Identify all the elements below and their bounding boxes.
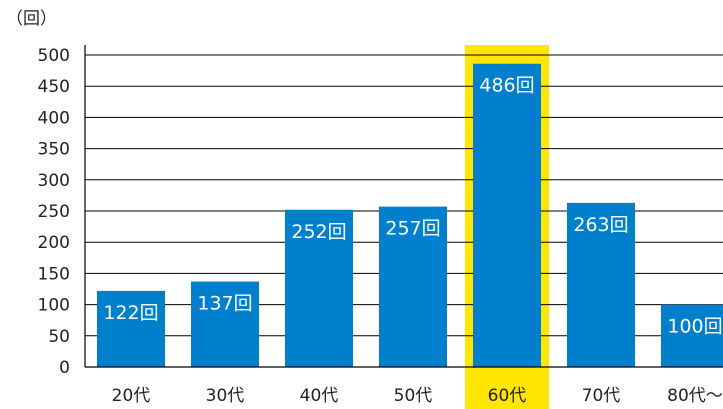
bar [97, 290, 165, 367]
x-tick-label: 20代 [112, 386, 151, 406]
data-label: 122回 [103, 302, 158, 324]
data-label: 486回 [479, 75, 534, 97]
y-tick-label: 200 [38, 233, 70, 253]
y-tick-label: 450 [38, 77, 70, 97]
x-tick-label: 60代 [488, 386, 527, 406]
data-label: 137回 [197, 293, 252, 315]
y-tick-label: 50 [48, 327, 70, 347]
y-tick-label: 400 [38, 108, 70, 128]
bar [473, 63, 541, 368]
y-axis-unit-label: （回） [6, 9, 57, 29]
x-tick-label: 70代 [582, 386, 621, 406]
data-label: 252回 [291, 221, 346, 243]
x-tick-label: 30代 [206, 386, 245, 406]
bar [285, 209, 353, 367]
y-tick-label: 0 [59, 358, 70, 378]
y-tick-label: 350 [38, 140, 70, 160]
bar [661, 304, 723, 367]
bar [567, 202, 635, 367]
y-tick-label: 300 [38, 171, 70, 191]
y-tick-label: 150 [38, 264, 70, 284]
data-label: 100回 [667, 316, 722, 338]
y-tick-label: 100 [38, 296, 70, 316]
bar [379, 206, 447, 367]
y-tick-label: 500 [38, 46, 70, 66]
data-label: 257回 [385, 218, 440, 240]
x-tick-label: 40代 [300, 386, 339, 406]
y-tick-label: 250 [38, 202, 70, 222]
bar [191, 281, 259, 367]
x-tick-label: 50代 [394, 386, 433, 406]
data-label: 263回 [573, 214, 628, 236]
x-tick-label: 80代〜 [667, 386, 723, 406]
